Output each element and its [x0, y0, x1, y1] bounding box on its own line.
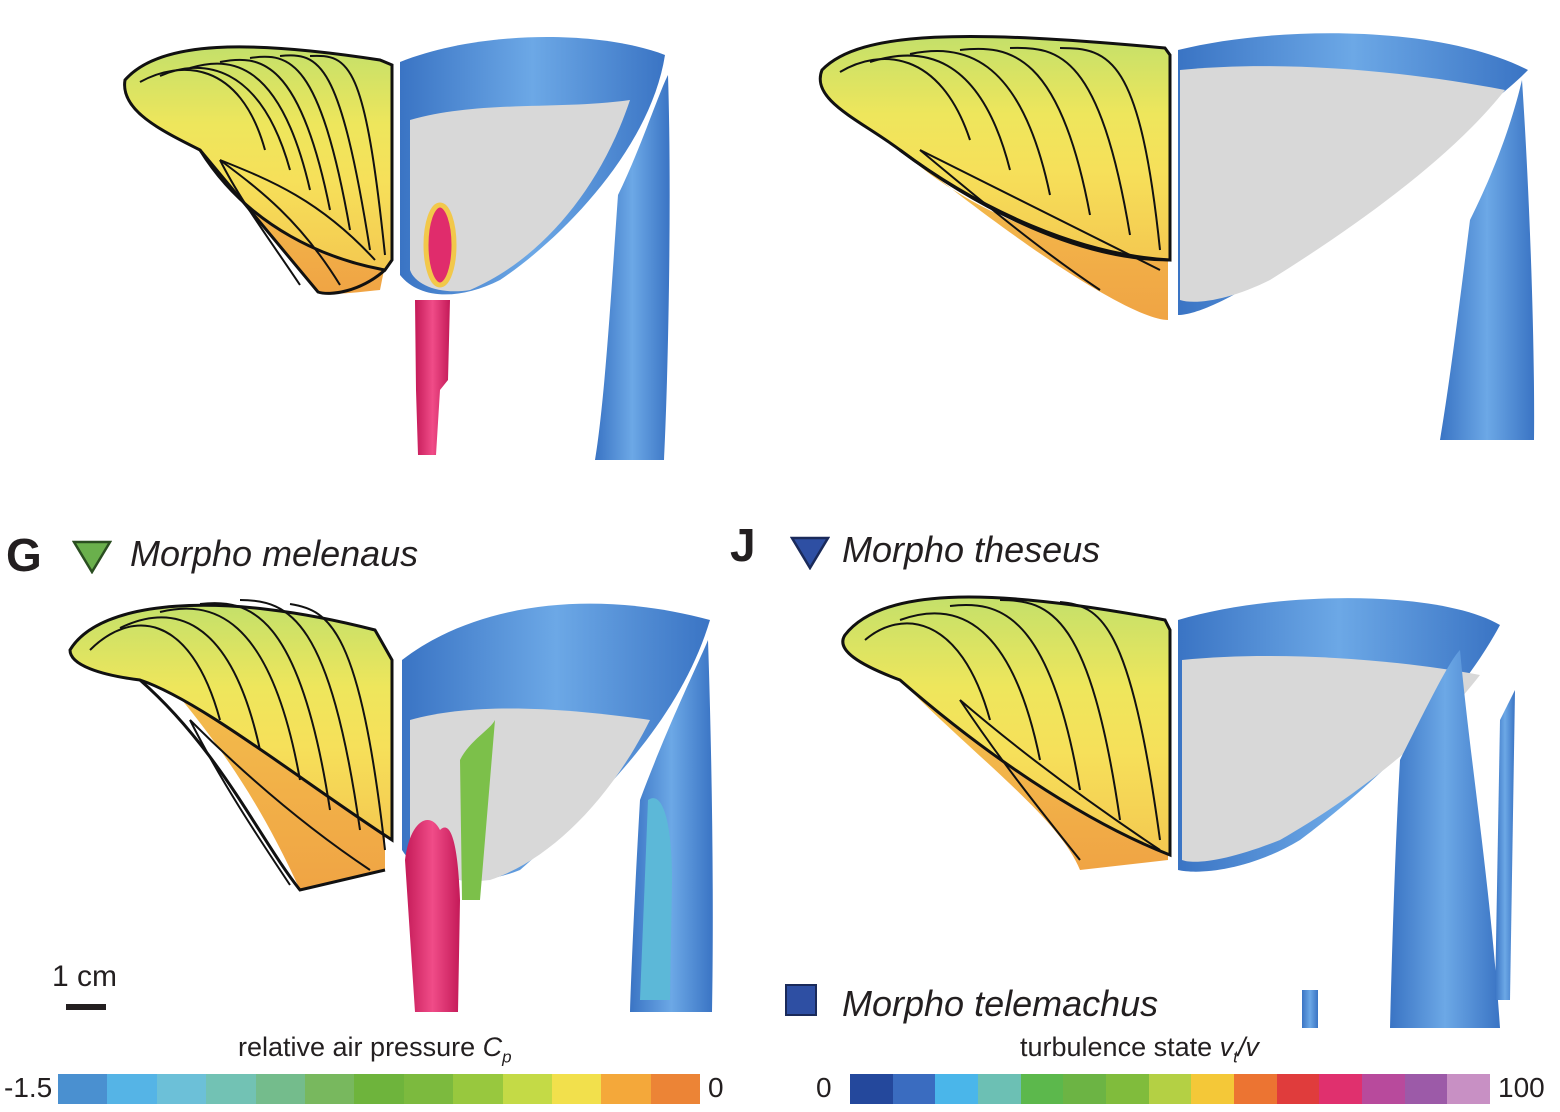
- pressure-swatch-11: [551, 1074, 602, 1104]
- pressure-swatch-2: [107, 1074, 157, 1104]
- species-label-theseus: Morpho theseus: [842, 529, 1101, 570]
- turbulence-swatch-1: [850, 1074, 893, 1104]
- turbulence-swatch-6: [1063, 1074, 1107, 1104]
- turbulence-swatch-9: [1191, 1074, 1235, 1104]
- pressure-swatch-6: [304, 1074, 355, 1104]
- pressure-swatch-3: [156, 1074, 207, 1104]
- pressure-swatch-9: [453, 1074, 503, 1104]
- pressure-swatch-12: [601, 1074, 651, 1104]
- turbulence-swatch-4: [978, 1074, 1021, 1104]
- pressure-swatch-5: [255, 1074, 305, 1104]
- panel-top-right: [818, 33, 1535, 440]
- pressure-colorbar-max: 0: [708, 1072, 724, 1103]
- panel-g: [68, 599, 713, 1012]
- triangle-marker-green-icon: [72, 540, 112, 574]
- species-label-melenaus: Morpho melenaus: [130, 533, 419, 574]
- streamlines: [139, 54, 386, 286]
- scale-bar: [66, 1004, 106, 1010]
- pressure-colorbar-title: relative air pressure Cp: [238, 1032, 512, 1067]
- scale-bar-label: 1 cm: [52, 960, 118, 993]
- pressure-swatch-7: [354, 1074, 404, 1104]
- turbulence-colorbar-title: turbulence state vt/v: [1020, 1032, 1259, 1067]
- turbulence-swatch-15: [1447, 1074, 1491, 1104]
- turbulence-swatch-2: [892, 1074, 936, 1104]
- turbulence-swatch-7: [1106, 1074, 1149, 1104]
- turbulence-swatch-12: [1319, 1074, 1363, 1104]
- turbulence-swatch-3: [935, 1074, 979, 1104]
- turbulence-swatch-13: [1362, 1074, 1405, 1104]
- pressure-swatch-8: [403, 1074, 454, 1104]
- turbulence-swatch-14: [1404, 1074, 1448, 1104]
- turbulence-colorbar: [850, 1074, 1491, 1104]
- square-marker-blue-icon: [785, 984, 817, 1016]
- species-label-telemachus: Morpho telemachus: [842, 983, 1159, 1024]
- pressure-swatch-13: [650, 1074, 701, 1104]
- turbulence-colorbar-max: 100: [1498, 1072, 1545, 1103]
- pressure-swatch-10: [502, 1074, 552, 1104]
- panel-j: [841, 595, 1515, 1028]
- panel-letter-g: G: [6, 529, 42, 581]
- turbulence-swatch-10: [1234, 1074, 1277, 1104]
- turbulence-swatch-11: [1276, 1074, 1320, 1104]
- turbulence-swatch-5: [1020, 1074, 1064, 1104]
- pressure-swatch-4: [206, 1074, 256, 1104]
- pressure-colorbar-min: -1.5: [4, 1072, 53, 1103]
- panel-letter-j: J: [730, 519, 756, 571]
- turbulence-colorbar-min: 0: [816, 1072, 832, 1103]
- pressure-swatch-1: [58, 1074, 108, 1104]
- turbulence-swatch-8: [1148, 1074, 1192, 1104]
- triangle-marker-blue-icon: [790, 536, 830, 570]
- pressure-colorbar: [58, 1074, 701, 1104]
- panel-top-left: [123, 37, 670, 460]
